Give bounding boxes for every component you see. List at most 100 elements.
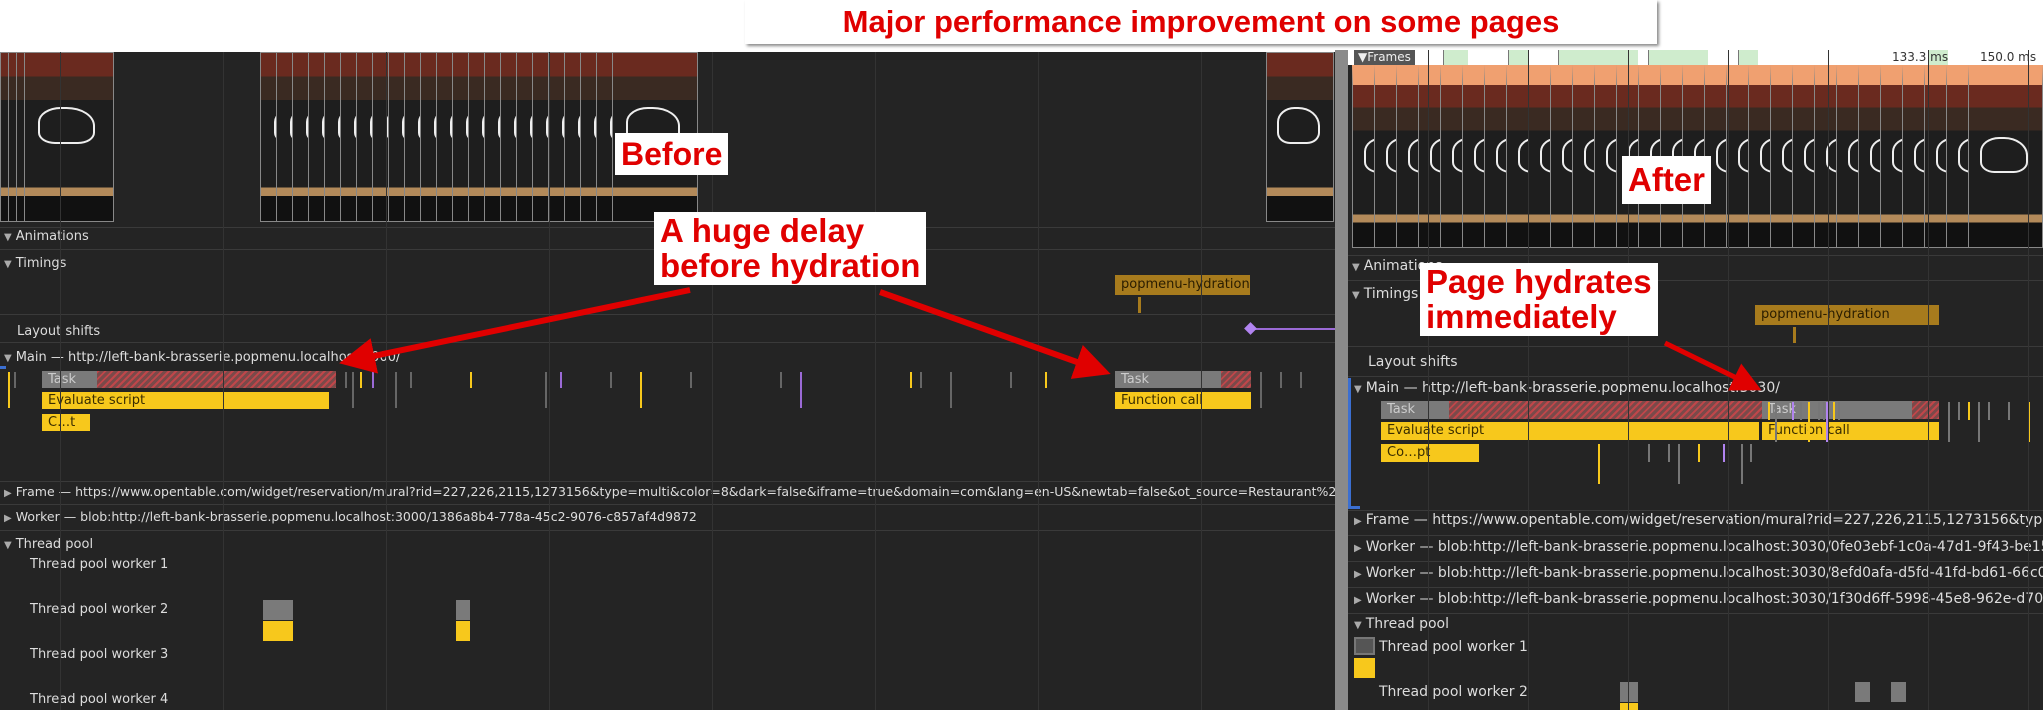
frame-marker — [1648, 50, 1708, 65]
event-tick — [1818, 402, 1820, 420]
frame-marker — [1738, 50, 1758, 65]
track-label: Timings — [15, 256, 67, 271]
callout-line: A huge delay — [660, 212, 865, 249]
track-label: Frame — https://www.opentable.com/widget… — [15, 484, 1335, 499]
event-tick — [1300, 372, 1302, 388]
event-tick — [800, 372, 802, 408]
track-worker-2[interactable]: ▶ Worker — blob:http://left-bank-brasseri… — [1354, 565, 2043, 581]
worker-task-bar[interactable] — [1620, 682, 1638, 702]
evaluate-script-bar[interactable]: Evaluate script — [42, 392, 329, 409]
event-tick — [1698, 444, 1700, 462]
track-frame[interactable]: ▶ Frame — https://www.opentable.com/widge… — [1354, 512, 2043, 528]
track-frame[interactable]: ▶ Frame — https://www.opentable.com/widge… — [4, 484, 1335, 499]
track-worker-1[interactable]: ▶ Worker — blob:http://left-bank-brasseri… — [1354, 539, 2043, 555]
grid-line — [1038, 52, 1039, 710]
worker-script-bar[interactable] — [1354, 658, 1375, 678]
task-bar[interactable]: Task — [42, 371, 336, 388]
event-tick — [14, 372, 16, 388]
event-tick — [640, 372, 642, 408]
grid-line — [2028, 50, 2029, 710]
grid-line — [1201, 52, 1202, 710]
track-main[interactable]: ▼ Main — http://left-bank-brasserie.popme… — [1354, 380, 1780, 396]
selection-marker — [0, 366, 6, 369]
track-thread-pool[interactable]: ▼ Thread pool — [4, 537, 93, 552]
event-tick — [470, 372, 472, 388]
frame-marker — [1508, 50, 1528, 65]
track-thread-pool-worker-2[interactable]: Thread pool worker 2 — [1379, 684, 1528, 700]
track-thread-pool-worker-4[interactable]: Thread pool worker 4 — [30, 692, 169, 707]
expand-triangle-icon: ▶ — [1354, 569, 1362, 580]
track-timings[interactable]: ▼ Timings — [4, 256, 66, 271]
event-tick — [372, 372, 374, 388]
event-tick — [610, 372, 612, 388]
worker-task-bar[interactable] — [1354, 637, 1375, 655]
task-bar[interactable]: Task — [1381, 401, 1762, 419]
before-callout: Before — [615, 133, 729, 175]
expand-triangle-icon: ▼ — [1352, 262, 1360, 273]
task-label: Task — [1121, 372, 1150, 387]
event-tick — [1045, 372, 1047, 388]
track-worker[interactable]: ▶ Worker — blob:http://left-bank-brasseri… — [4, 509, 697, 524]
event-tick — [1741, 444, 1743, 484]
task-bar[interactable]: Task — [1115, 371, 1251, 388]
track-timings[interactable]: ▼ Timings — [1352, 286, 1418, 302]
grid-line — [1628, 50, 1629, 710]
event-tick — [2028, 402, 2030, 442]
selection-marker — [1348, 506, 1360, 509]
track-label: Worker — blob:http://left-bank-brasserie… — [1365, 565, 2043, 581]
arrow-to-after-task — [1663, 340, 1762, 391]
event-tick — [1978, 402, 1980, 442]
worker-script-bar[interactable] — [456, 621, 470, 641]
track-thread-pool-worker-1[interactable]: Thread pool worker 1 — [30, 557, 169, 572]
track-animations[interactable]: ▼ Animations — [4, 229, 89, 244]
grid-line — [712, 52, 713, 710]
track-thread-pool-worker-1[interactable]: Thread pool worker 1 — [1379, 639, 1528, 655]
frame-time: 133.3 ms — [1892, 50, 1949, 64]
event-tick — [1668, 444, 1670, 462]
worker-task-bar[interactable] — [263, 600, 293, 620]
grid-line — [1428, 50, 1429, 710]
track-main[interactable]: ▼ Main — http://left-bank-brasserie.popme… — [4, 350, 400, 365]
expand-triangle-icon: ▼ — [1354, 620, 1362, 631]
frames-track-header[interactable]: ▼Frames 133.3 ms 150.0 ms — [1348, 50, 2043, 65]
delay-callout: A huge delay before hydration — [654, 212, 927, 286]
event-tick — [1260, 372, 1262, 408]
grid-line — [1828, 50, 1829, 710]
track-thread-pool-worker-2[interactable]: Thread pool worker 2 — [30, 602, 169, 617]
event-tick — [1768, 402, 1770, 420]
expand-triangle-icon: ▶ — [4, 488, 12, 499]
track-thread-pool-worker-3[interactable]: Thread pool worker 3 — [30, 647, 169, 662]
event-tick — [1598, 444, 1600, 484]
event-tick — [1968, 402, 1970, 420]
filmstrip-frame — [24, 52, 114, 222]
evaluate-script-bar[interactable]: Evaluate script — [1381, 422, 1759, 440]
track-layout-shifts[interactable]: Layout shifts — [1368, 354, 1458, 370]
worker-task-bar[interactable] — [456, 600, 470, 620]
event-tick — [1808, 402, 1810, 442]
event-tick — [1648, 444, 1650, 462]
worker-task-bar[interactable] — [1891, 682, 1906, 702]
expand-triangle-icon: ▼ — [4, 353, 12, 364]
filmstrip[interactable] — [0, 52, 1335, 222]
track-layout-shifts[interactable]: Layout shifts — [17, 324, 101, 339]
timing-popmenu-hydration[interactable]: popmenu-hydration — [1115, 275, 1250, 295]
worker-script-bar[interactable] — [263, 621, 293, 641]
grid-line — [223, 52, 224, 710]
timing-popmenu-hydration[interactable]: popmenu-hydration — [1755, 305, 1939, 325]
expand-triangle-icon: ▼ — [1354, 384, 1362, 395]
track-label: Worker — blob:http://left-bank-brasserie… — [1365, 539, 2043, 555]
event-tick — [395, 372, 397, 408]
event-tick — [1833, 402, 1835, 420]
track-label: Timings — [1363, 286, 1419, 302]
event-tick — [950, 372, 952, 408]
compile-script-bar[interactable]: Co…pt — [1381, 444, 1479, 462]
grid-line — [1928, 50, 1929, 710]
event-tick — [1948, 402, 1950, 442]
expand-triangle-icon: ▼ — [4, 232, 12, 243]
event-tick — [780, 372, 782, 388]
worker-script-bar[interactable] — [1620, 703, 1638, 710]
worker-task-bar[interactable] — [1855, 682, 1870, 702]
compile-script-bar[interactable]: C…t — [42, 414, 90, 431]
function-call-bar[interactable]: Function call — [1115, 392, 1251, 409]
track-worker-3[interactable]: ▶ Worker — blob:http://left-bank-brasseri… — [1354, 591, 2043, 607]
